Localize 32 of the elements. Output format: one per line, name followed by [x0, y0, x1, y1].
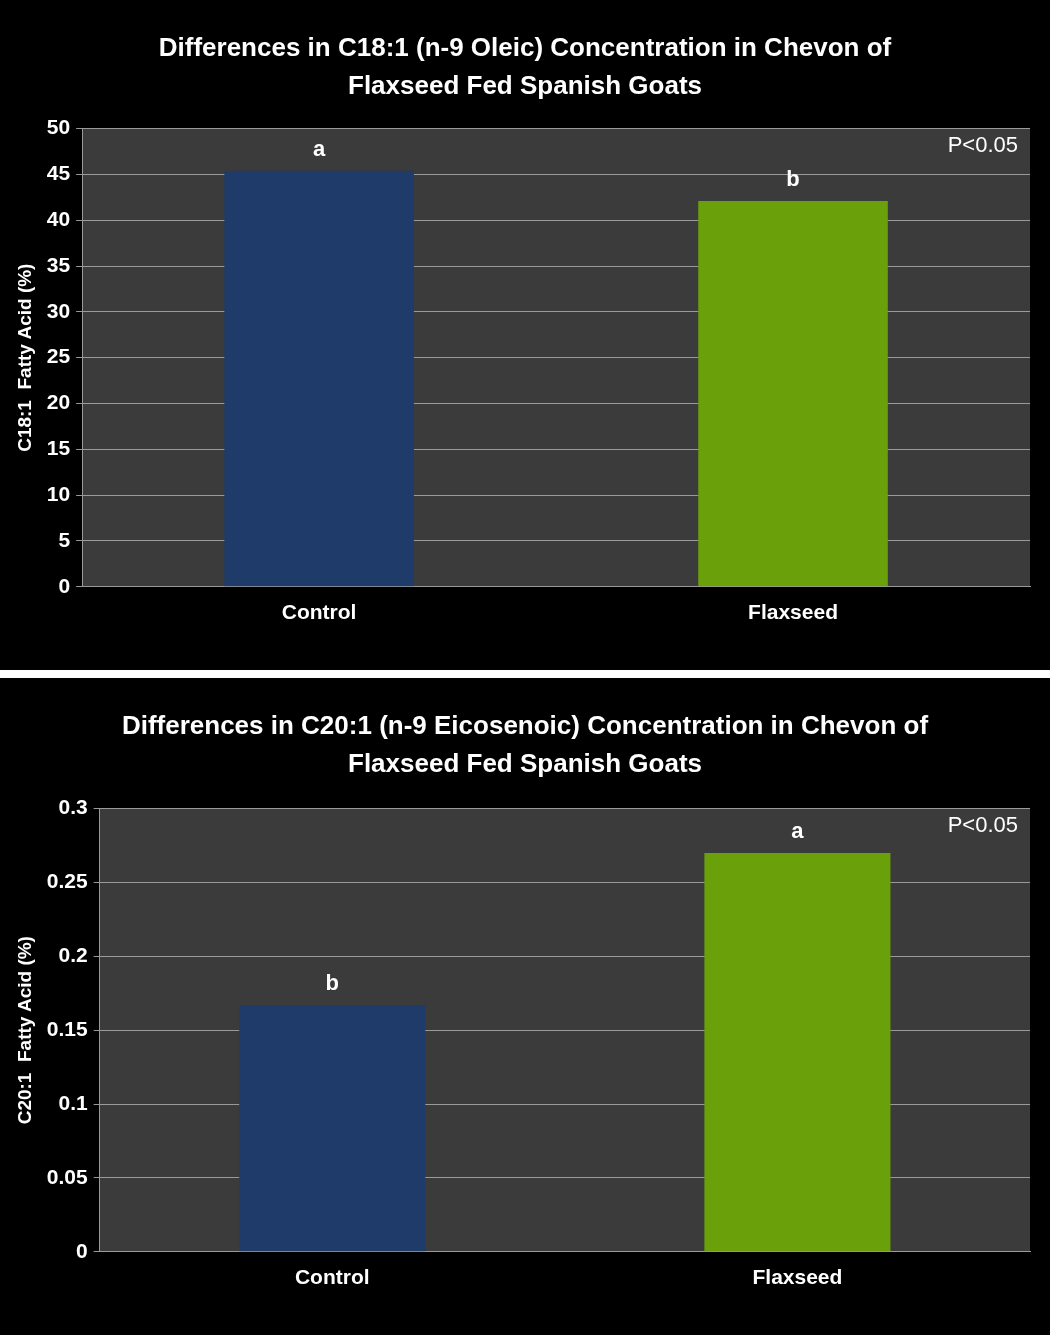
y-tick-label: 0.15 — [46, 1017, 88, 1040]
x-tick-label: Control — [294, 1265, 370, 1289]
y-tick-label: 0 — [58, 573, 71, 597]
y-tick-label: 25 — [46, 344, 71, 368]
chart-title: Differences in C20:1 (n-9 Eicosenoic) Concentration in Chevon of Flaxseed Fed Spanish Goats — [120, 709, 930, 780]
x-tick-label: Control — [281, 600, 357, 624]
x-tick-label: Flaxseed — [748, 600, 838, 624]
annotation: a — [791, 817, 805, 843]
y-axis-title: C20:1 Fatty Acid (%) — [13, 936, 35, 1125]
y-tick-label: 0.2 — [58, 943, 88, 967]
y-tick-label: 15 — [46, 436, 71, 460]
annotation: b — [325, 970, 339, 996]
y-tick-label: 0.05 — [46, 1164, 88, 1188]
y-tick-label: 35 — [46, 252, 71, 276]
y-tick-label: 5 — [58, 527, 71, 551]
y-tick-label: 30 — [46, 298, 71, 322]
annotation: P<0.05 — [947, 811, 1018, 837]
y-tick-label: 45 — [46, 161, 71, 185]
y-tick-label: 40 — [46, 207, 71, 231]
annotation: a — [312, 135, 326, 161]
y-tick-label: 0.3 — [58, 795, 88, 819]
y-tick-label: 50 — [46, 115, 71, 139]
y-tick-label: 0 — [75, 1238, 88, 1262]
y-axis-title: C18:1 Fatty Acid (%) — [13, 263, 35, 452]
y-tick-label: 0.1 — [58, 1090, 88, 1114]
annotation: P<0.05 — [947, 131, 1018, 157]
y-tick-label: 20 — [46, 390, 71, 414]
y-tick-label: 0.25 — [46, 869, 88, 893]
y-tick-label: 10 — [46, 481, 71, 505]
chart-title: Differences in C18:1 (n-9 Oleic) Concentration in Chevon of Flaxseed Fed Spanish Goats — [157, 31, 893, 102]
x-tick-label: Flaxseed — [752, 1265, 843, 1289]
annotation: b — [786, 166, 800, 192]
